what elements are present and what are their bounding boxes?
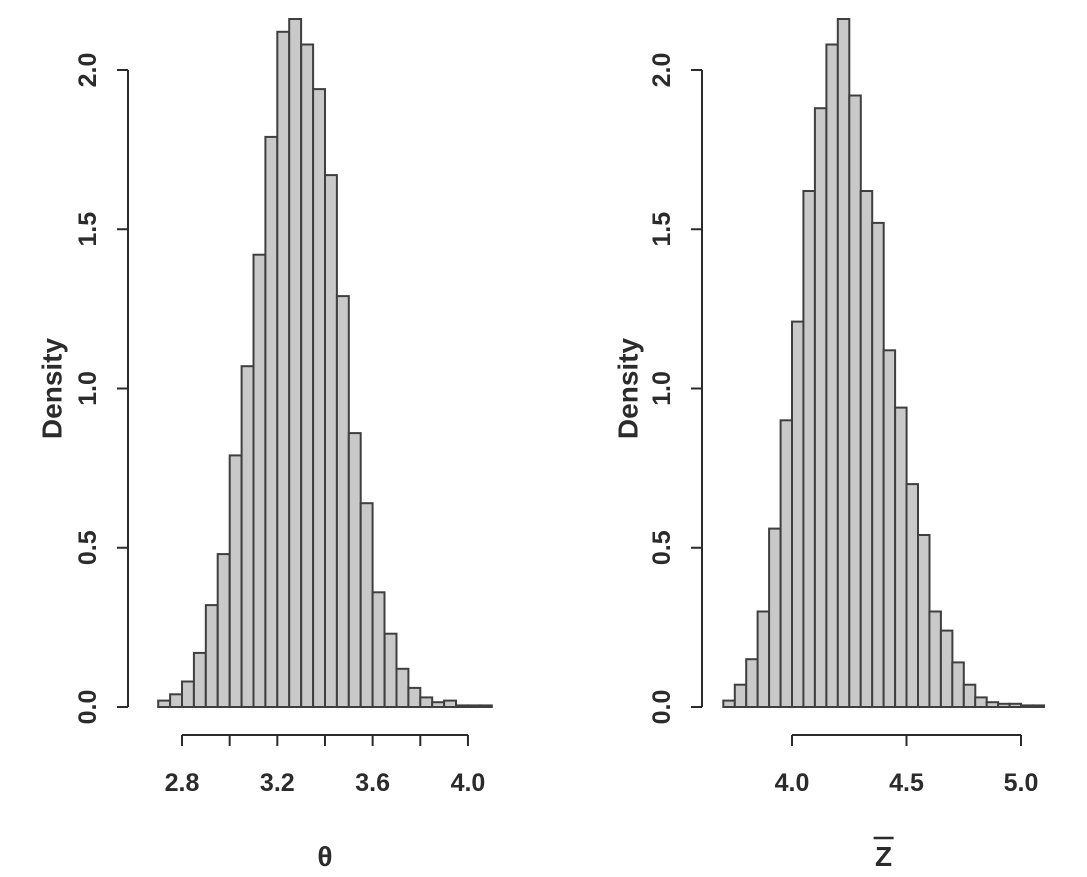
histogram-bar [300, 43, 315, 708]
histogram-bar [216, 553, 231, 708]
histogram-bar [871, 221, 885, 708]
histogram-bar [288, 18, 303, 708]
y-tick-label: 2.0 [74, 53, 102, 88]
histogram-bar [997, 702, 1011, 708]
histogram-bar [228, 454, 243, 708]
histogram-bar [974, 696, 988, 709]
x-tick-label: 4.0 [451, 769, 486, 797]
x-tick-label: 3.6 [355, 769, 390, 797]
y-axis-title: Density [37, 338, 68, 440]
y-tick-label: 1.0 [648, 371, 676, 406]
histogram-bar [264, 135, 279, 708]
histogram-bar [169, 693, 184, 708]
histogram-bar [1020, 704, 1034, 709]
y-tick-label: 0.5 [648, 530, 676, 565]
histogram-bar [779, 419, 794, 708]
histogram-bar [478, 704, 493, 709]
histogram-bar [1031, 704, 1045, 709]
y-tick-label: 0.0 [74, 690, 102, 725]
histogram-bar [1008, 702, 1023, 708]
x-tick-label: 3.2 [260, 769, 295, 797]
y-tick-label: 2.0 [648, 53, 676, 88]
histogram-bar [204, 604, 219, 708]
y-tick-label: 1.5 [648, 212, 676, 247]
histogram-bar [894, 406, 908, 708]
histogram-bar [431, 701, 446, 709]
histogram-bar [917, 534, 931, 708]
histogram-bar [371, 591, 386, 708]
histogram-bar [157, 699, 172, 708]
x-tick-label: 4.0 [775, 769, 810, 797]
y-tick-label: 1.0 [74, 371, 102, 406]
x-tick-label: 5.0 [1004, 769, 1039, 797]
histogram-bar [985, 701, 1000, 709]
histogram-bar [192, 651, 207, 709]
histogram-bar [951, 661, 965, 709]
y-tick-label: 0.5 [74, 530, 102, 565]
histogram-bar [859, 190, 874, 708]
histogram-bar [443, 699, 458, 708]
histogram-bar [745, 658, 759, 709]
histogram-bar [962, 683, 977, 709]
histogram-bar [324, 174, 338, 709]
histogram-bar [825, 43, 839, 708]
histogram-bar [359, 502, 374, 709]
histogram-bar [347, 432, 362, 708]
histogram-bar [240, 365, 255, 708]
histogram-bar [395, 667, 410, 708]
histogram-bar [252, 253, 267, 708]
y-axis-title: Density [613, 338, 644, 440]
histogram-bar [813, 107, 828, 708]
histogram-bar [848, 94, 862, 708]
histogram-bar [407, 686, 422, 709]
x-tick-label: 4.5 [889, 769, 924, 797]
histogram-bar [836, 18, 851, 708]
histogram-bar [335, 295, 350, 708]
x-axis-title: θ [317, 841, 332, 872]
histogram-bar [939, 629, 954, 708]
histogram-bar [455, 704, 469, 709]
histogram-bar [419, 696, 434, 709]
histogram-bar [768, 527, 782, 708]
histogram-bar [928, 610, 942, 708]
histogram-bar [756, 610, 771, 708]
histogram-bar [722, 699, 736, 708]
histogram-bar [791, 320, 805, 708]
histogram-bar [802, 190, 816, 708]
histogram-bar [467, 704, 481, 709]
histogram-bar [905, 483, 919, 708]
y-tick-label: 0.0 [648, 690, 676, 725]
x-tick-label: 2.8 [165, 769, 200, 797]
histogram-bar [312, 88, 327, 709]
histogram-bar [276, 30, 291, 709]
histogram-bar [733, 683, 748, 709]
y-tick-label: 1.5 [74, 212, 102, 247]
x-axis-title: Z [875, 841, 892, 872]
histogram-bar [882, 349, 897, 708]
histogram-bar [181, 680, 195, 708]
histogram-bar [383, 632, 398, 709]
